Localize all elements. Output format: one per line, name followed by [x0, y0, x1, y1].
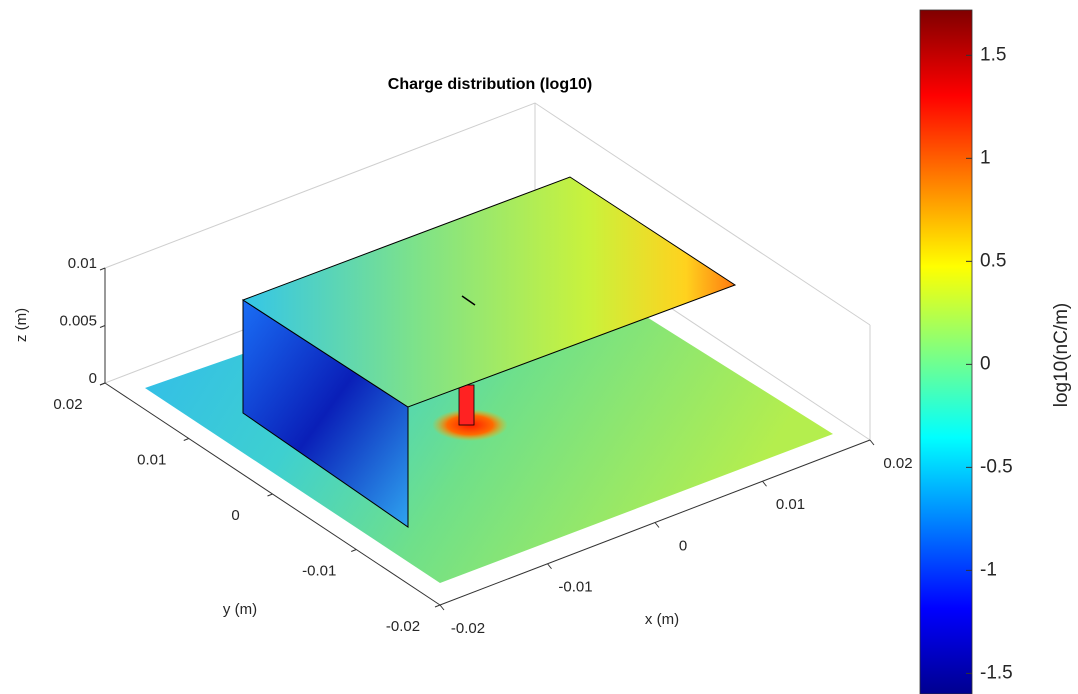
y-tick: [183, 438, 189, 441]
radiator-patch: [241, 176, 737, 408]
x-tick-label: 0.02: [883, 455, 912, 472]
feed: [458, 384, 475, 426]
colorbar-tick-label: -1.5: [980, 662, 1013, 683]
x-tick: [762, 480, 767, 487]
colorbar-tick-label: 1: [980, 147, 991, 168]
z-tick-label: 0: [89, 370, 97, 387]
y-tick-label: -0.02: [386, 618, 420, 635]
y-tick: [351, 549, 357, 552]
colorbar-tick-label: 0: [980, 353, 991, 374]
y-tick-label: 0.02: [53, 396, 82, 413]
colorbar-tick-label: -0.5: [980, 456, 1013, 477]
x-axis-label: x (m): [645, 611, 679, 628]
x-tick-label: 0.01: [776, 496, 805, 513]
y-tick: [267, 493, 273, 497]
colorbar-tick-label: 1.5: [980, 44, 1006, 65]
colorbar-tick-label: 0.5: [980, 250, 1006, 271]
colorbar-scale: [919, 9, 973, 694]
x-tick: [547, 563, 552, 570]
x-tick: [654, 522, 660, 528]
x-tick-label: -0.02: [451, 620, 485, 637]
z-axis-label: z (m): [13, 308, 30, 342]
z-tick: [99, 267, 106, 271]
colorbar: log10(nC/m) -1.5 -1 -0.5 0 0.5 1 1.5: [919, 9, 1072, 694]
chart-title: Charge distribution (log10): [388, 76, 592, 93]
feed-point: [461, 295, 476, 306]
y-axis-label: y (m): [223, 601, 257, 618]
z-tick-label: 0.005: [59, 312, 97, 329]
x-tick-label: 0: [679, 537, 687, 554]
x-tick: [439, 604, 445, 611]
z-tick: [99, 325, 106, 328]
colorbar-tick-label: -1: [980, 559, 997, 580]
y-tick: [434, 604, 441, 608]
z-tick-label: 0.01: [68, 255, 97, 272]
z-tick: [99, 382, 106, 386]
y-tick-label: 0: [231, 507, 239, 524]
y-tick-label: -0.01: [302, 562, 336, 579]
x-tick-label: -0.01: [558, 579, 592, 596]
y-tick-label: 0.01: [137, 451, 166, 468]
x-tick: [869, 439, 875, 446]
colorbar-label: log10(nC/m): [1051, 303, 1072, 408]
